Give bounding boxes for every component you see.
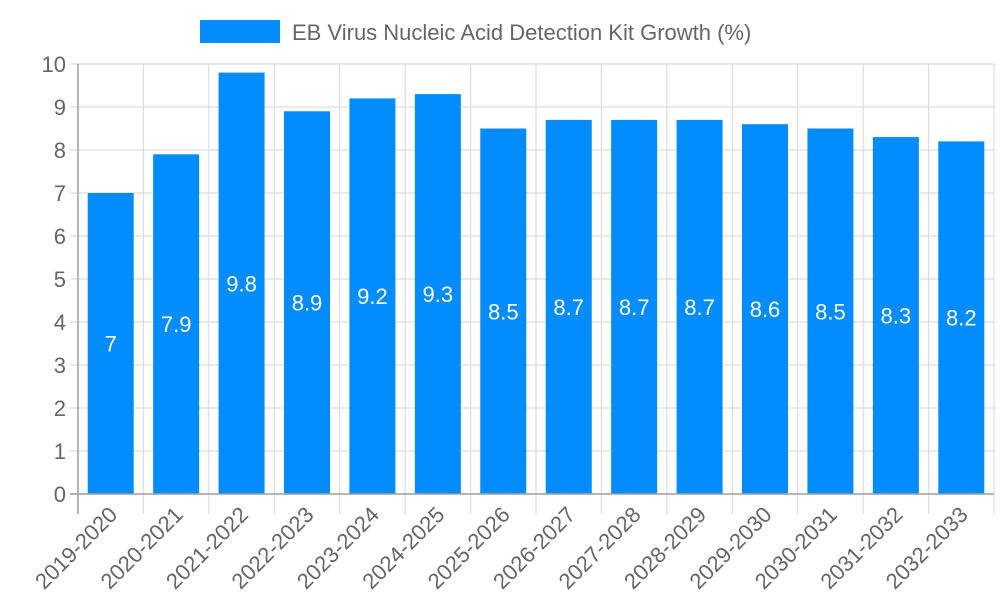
bar-value-label: 8.7 (619, 295, 650, 320)
bar-value-label: 8.6 (750, 297, 781, 322)
grid-lines (70, 63, 995, 514)
bar-value-label: 8.7 (553, 295, 584, 320)
bar[interactable] (414, 94, 461, 494)
bar[interactable] (87, 193, 134, 494)
bar-value-label: 8.9 (292, 291, 323, 316)
bar[interactable] (153, 154, 200, 495)
bar[interactable] (807, 128, 854, 495)
bar[interactable] (611, 119, 658, 495)
y-tick-label: 1 (54, 439, 66, 464)
y-tick-label: 9 (54, 95, 66, 120)
bar[interactable] (742, 124, 788, 494)
bar-value-label: 7.9 (161, 312, 192, 337)
legend-label: EB Virus Nucleic Acid Detection Kit Grow… (292, 20, 751, 45)
y-tick-label: 2 (54, 396, 66, 421)
bars: 7 7.9 9.8 8.9 9.2 9.3 8.5 8.7 8.7 8.7 8.6 8.5 8.3 8.2 (87, 72, 985, 495)
y-tick-label: 8 (54, 138, 66, 163)
bar[interactable] (349, 98, 396, 495)
bar[interactable] (218, 72, 265, 494)
bar-value-label: 8.5 (488, 299, 519, 324)
y-axis: 0 1 2 3 4 5 6 7 8 9 10 (42, 52, 79, 514)
bar[interactable] (938, 141, 985, 494)
bar[interactable] (284, 111, 330, 495)
bar[interactable] (480, 128, 527, 495)
bar-value-label: 8.3 (881, 304, 912, 329)
legend-swatch (200, 20, 280, 43)
bar[interactable] (545, 119, 592, 495)
bar-value-label: 9.3 (423, 282, 454, 307)
bar-value-label: 8.5 (815, 299, 846, 324)
bar-value-label: 9.2 (357, 284, 388, 309)
bar-value-label: 8.7 (684, 295, 715, 320)
y-tick-label: 7 (54, 181, 66, 206)
y-tick-label: 4 (54, 310, 66, 335)
y-tick-label: 0 (54, 482, 66, 507)
bar-value-label: 7 (105, 332, 117, 357)
bar-value-label: 9.8 (226, 271, 257, 296)
bar[interactable] (676, 119, 723, 495)
y-tick-label: 6 (54, 224, 66, 249)
x-axis: 2019-20202020-20212021-20222022-20232023… (30, 493, 994, 594)
bar[interactable] (872, 137, 919, 494)
y-tick-label: 10 (42, 52, 66, 77)
legend[interactable]: EB Virus Nucleic Acid Detection Kit Grow… (200, 20, 751, 45)
y-tick-label: 3 (54, 353, 66, 378)
y-tick-label: 5 (54, 267, 66, 292)
bar-value-label: 8.2 (946, 306, 977, 331)
